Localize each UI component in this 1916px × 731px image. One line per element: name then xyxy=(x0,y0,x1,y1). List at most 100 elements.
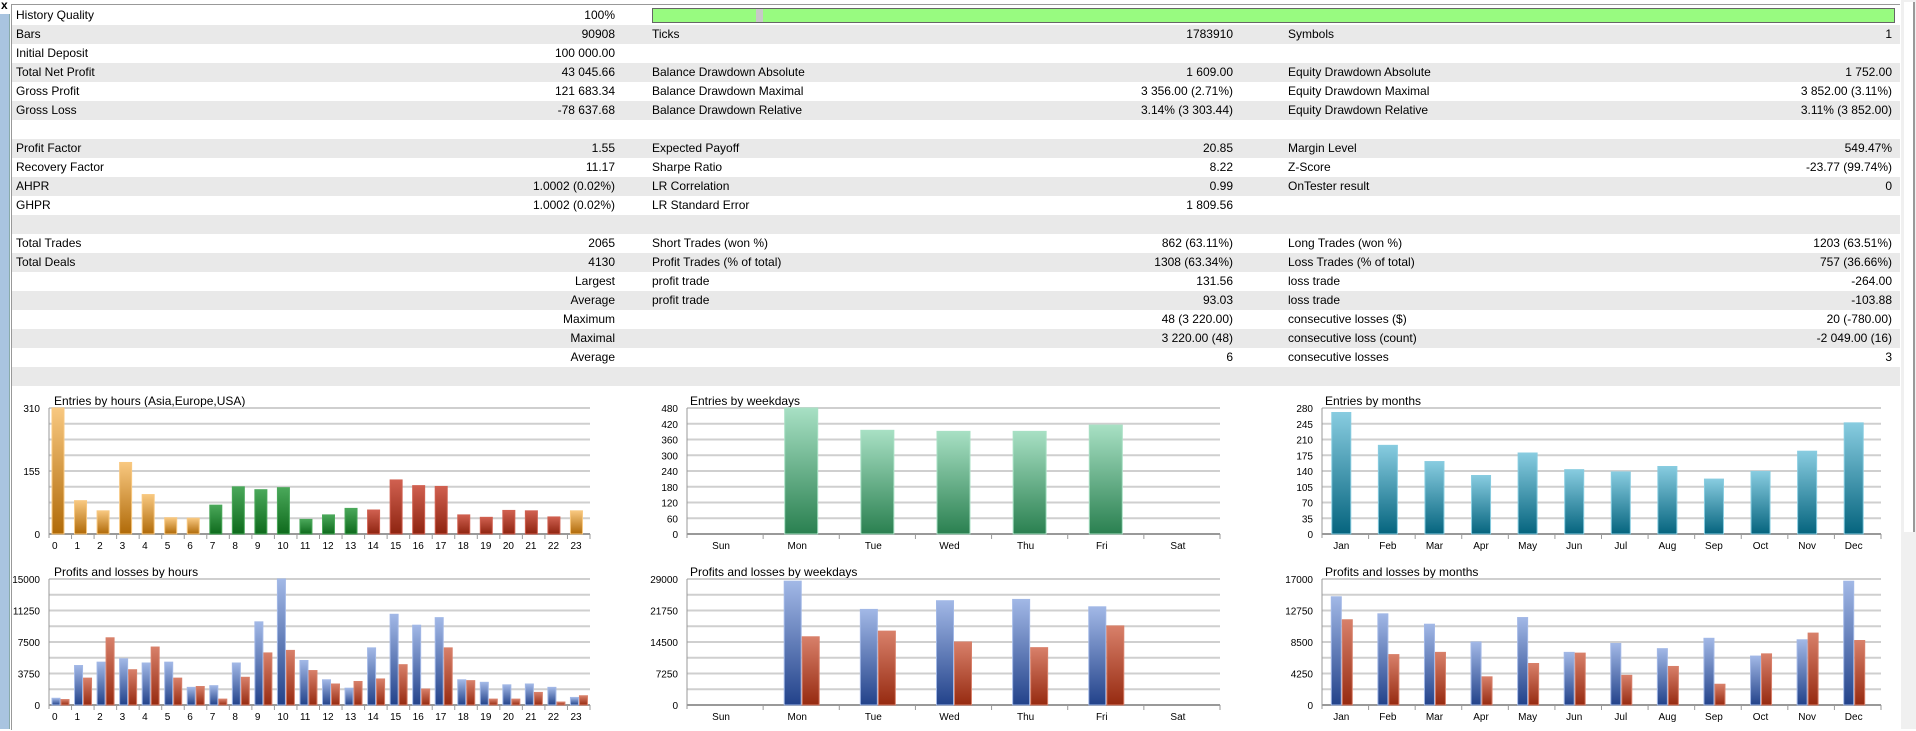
profit-bar-14 xyxy=(367,647,377,706)
y-tick-label: 0 xyxy=(672,530,678,541)
bar-Fri xyxy=(1088,424,1123,535)
y-tick-label: 35 xyxy=(1302,514,1314,525)
stat-label-col2: profit trade xyxy=(652,293,710,307)
profit-bar-11 xyxy=(299,659,309,706)
chart-title: Entries by months xyxy=(1325,394,1422,408)
loss-bar-Jun xyxy=(1574,652,1586,706)
x-tick-label: 6 xyxy=(187,541,193,552)
x-tick-label: 8 xyxy=(232,712,238,723)
stat-label-col1: Total Trades xyxy=(16,236,82,250)
stat-value-col2: 862 (63.11%) xyxy=(1161,236,1233,250)
bar-1 xyxy=(74,500,88,535)
stat-label-col3: Z-Score xyxy=(1288,160,1331,174)
x-tick-label: Oct xyxy=(1753,712,1769,723)
profit-bar-Nov xyxy=(1796,639,1808,706)
x-tick-label: Nov xyxy=(1798,541,1816,552)
loss-bar-Sep xyxy=(1714,683,1726,706)
stats-row: Average 6 consecutive losses 3 xyxy=(12,348,1900,367)
entries-by-hours-chart: Entries by hours (Asia,Europe,USA) 0 155 31… xyxy=(0,390,620,560)
bar-14 xyxy=(367,509,381,535)
stats-row: Maximum 48 (3 220.00) consecutive losses (… xyxy=(12,310,1900,329)
x-tick-label: Feb xyxy=(1379,712,1397,723)
stat-value-col2: 1 809.56 xyxy=(1186,198,1233,212)
profit-bar-10 xyxy=(276,578,286,706)
loss-bar-21 xyxy=(533,691,543,706)
stats-row: Largest profit trade 131.56 loss trade -264.… xyxy=(12,272,1900,291)
bar-21 xyxy=(524,510,538,535)
stat-label-col1: Total Deals xyxy=(16,255,76,269)
stats-row: Bars 90908 Ticks 1783910 Symbols 1 xyxy=(12,25,1900,44)
x-tick-label: 19 xyxy=(480,541,492,552)
stat-value-col3: 549.47% xyxy=(1844,141,1892,155)
chart-title: Profits and losses by weekdays xyxy=(690,565,858,579)
stat-label-col3: Long Trades (won %) xyxy=(1288,236,1403,250)
stat-value-col1: 121 683.34 xyxy=(554,84,615,98)
stat-value-col1: 100% xyxy=(584,8,615,22)
profit-bar-Mon xyxy=(783,580,802,706)
x-tick-label: Tue xyxy=(865,541,882,552)
profit-bar-Aug xyxy=(1656,648,1668,706)
x-tick-label: Jan xyxy=(1333,712,1349,723)
stats-row: Maximal 3 220.00 (48) consecutive loss (co… xyxy=(12,329,1900,348)
bar-Jun xyxy=(1564,469,1585,535)
profit-bar-23 xyxy=(569,696,579,706)
stat-label-col3: Margin Level xyxy=(1288,141,1357,155)
x-tick-label: 5 xyxy=(165,541,171,552)
loss-bar-16 xyxy=(421,688,431,706)
loss-bar-1 xyxy=(83,677,93,706)
bar-Thu xyxy=(1012,430,1047,535)
loss-bar-Aug xyxy=(1667,665,1679,706)
stat-value-col2: 1 609.00 xyxy=(1186,65,1233,79)
profit-bar-Jul xyxy=(1610,642,1622,706)
profit-bar-Tue xyxy=(859,608,878,706)
stat-value-col2: 3 356.00 (2.71%) xyxy=(1140,84,1233,98)
stat-value-col1: Maximal xyxy=(570,331,615,345)
x-tick-label: 11 xyxy=(300,541,311,552)
profit-bar-15 xyxy=(389,613,399,706)
profits-losses-by-months-chart: Profits and losses by months 0 4250 8500 127… xyxy=(1275,561,1895,729)
stat-value-col1: 1.0002 (0.02%) xyxy=(532,198,615,212)
bar-15 xyxy=(389,479,403,535)
bar-12 xyxy=(322,514,335,535)
x-tick-label: Jun xyxy=(1566,712,1582,723)
loss-bar-7 xyxy=(218,698,228,706)
x-tick-label: 3 xyxy=(120,712,126,723)
x-tick-label: 13 xyxy=(345,712,357,723)
x-tick-label: Aug xyxy=(1658,712,1676,723)
y-tick-label: 11250 xyxy=(13,607,41,618)
x-tick-label: 16 xyxy=(413,712,425,723)
x-tick-label: 15 xyxy=(390,541,402,552)
stats-row: Profit Factor 1.55 Expected Payoff 20.85 Mar… xyxy=(12,139,1900,158)
stat-value-col1: Maximum xyxy=(562,312,615,326)
stat-label-col2: Balance Drawdown Maximal xyxy=(652,84,804,98)
stat-label-col3: Equity Drawdown Absolute xyxy=(1288,65,1431,79)
profit-bar-19 xyxy=(479,681,489,706)
x-tick-label: 12 xyxy=(323,712,335,723)
vertical-scrollbar[interactable] xyxy=(1901,0,1916,729)
scrollbar-thumb[interactable] xyxy=(1904,2,1915,532)
stat-value-col3: -103.88 xyxy=(1851,293,1892,307)
loss-bar-Apr xyxy=(1481,676,1493,706)
profit-bar-4 xyxy=(141,662,151,706)
bar-16 xyxy=(412,485,426,535)
x-tick-label: Mar xyxy=(1426,541,1444,552)
stats-row: Total Net Profit 43 045.66 Balance Drawdow… xyxy=(12,63,1900,82)
y-tick-label: 210 xyxy=(1296,436,1313,447)
profit-bar-Wed xyxy=(936,600,954,706)
stat-value-col1: Largest xyxy=(574,274,615,288)
x-tick-label: Apr xyxy=(1473,712,1489,723)
stat-label-col2: LR Correlation xyxy=(652,179,730,193)
y-tick-label: 14500 xyxy=(650,638,678,649)
y-tick-label: 70 xyxy=(1302,499,1314,510)
stat-label-col3: Equity Drawdown Maximal xyxy=(1288,84,1430,98)
x-tick-label: Mon xyxy=(787,712,806,723)
y-tick-label: 15000 xyxy=(12,575,40,586)
y-tick-label: 21750 xyxy=(650,607,678,618)
loss-bar-17 xyxy=(443,647,453,706)
x-tick-label: 4 xyxy=(142,541,148,552)
y-tick-label: 280 xyxy=(1296,404,1313,415)
profit-bar-0 xyxy=(51,697,61,706)
bar-2 xyxy=(96,510,110,535)
x-tick-label: Thu xyxy=(1017,541,1034,552)
close-button[interactable]: x xyxy=(1,0,8,12)
